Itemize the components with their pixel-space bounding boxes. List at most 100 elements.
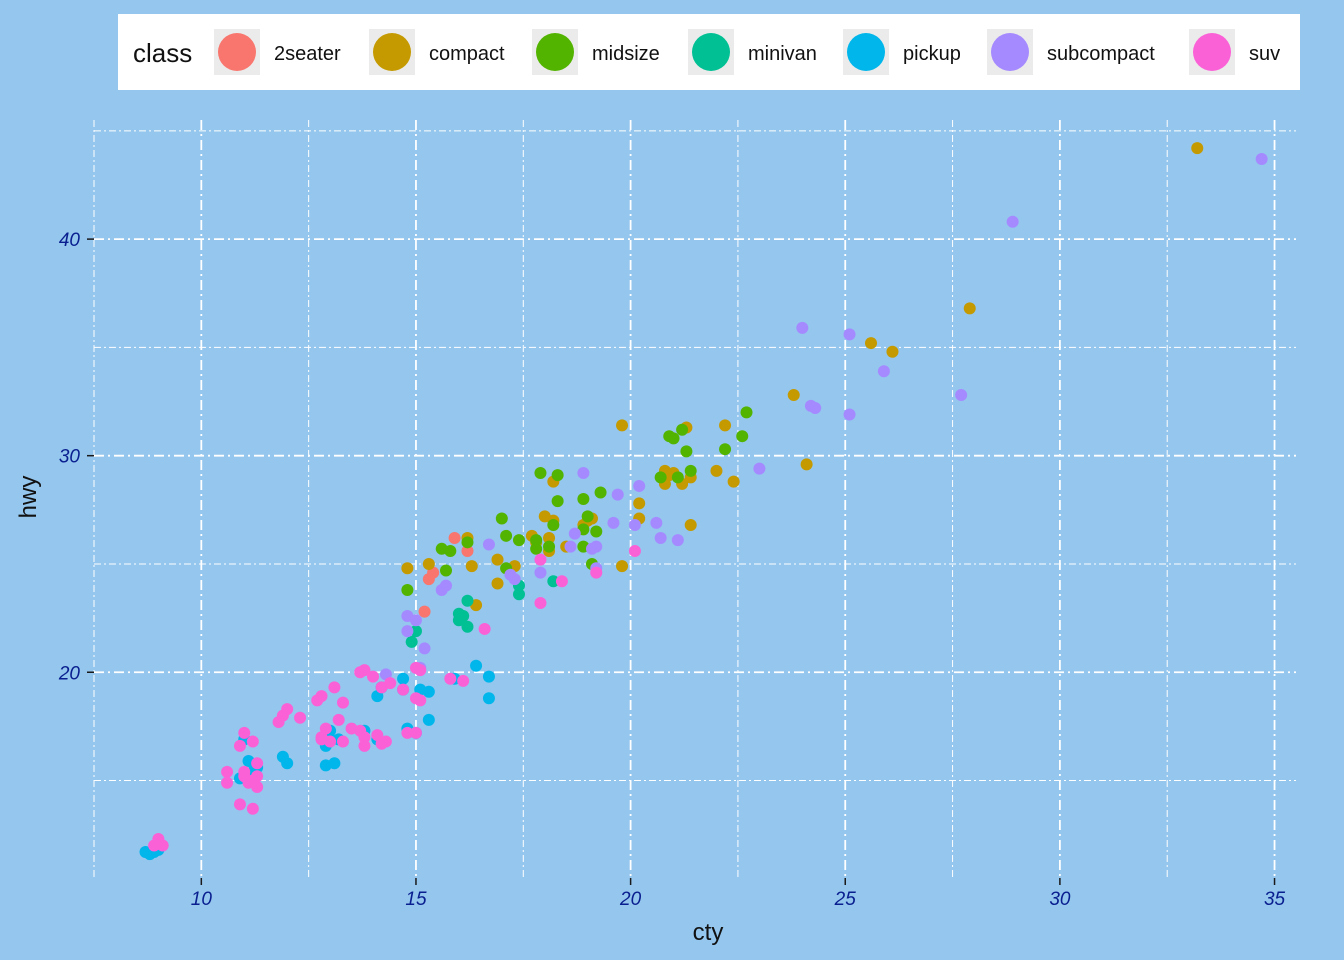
point-suv [358, 731, 371, 744]
point-pickup [276, 750, 289, 763]
point-suv [628, 544, 641, 557]
point-subcompact [409, 614, 422, 627]
point-2seater [448, 531, 461, 544]
point-compact [727, 475, 740, 488]
point-midsize [654, 471, 667, 484]
legend-swatch-pickup [847, 33, 885, 71]
point-suv [367, 670, 380, 683]
point-midsize [590, 525, 603, 538]
point-compact [401, 562, 414, 575]
point-suv [246, 735, 259, 748]
legend-swatch-midsize [536, 33, 574, 71]
point-suv [311, 694, 324, 707]
point-suv [221, 765, 234, 778]
point-suv [414, 664, 427, 677]
point-minivan [461, 620, 474, 633]
point-suv [332, 713, 345, 726]
point-midsize [551, 469, 564, 482]
point-subcompact [568, 527, 581, 540]
legend: class 2seater compact midsize minivan pickup… [118, 14, 1300, 90]
point-midsize [401, 583, 414, 596]
data-points [139, 142, 1268, 861]
point-midsize [663, 430, 676, 443]
point-subcompact [401, 625, 414, 638]
point-midsize [495, 512, 508, 525]
point-subcompact [877, 365, 890, 378]
point-suv [336, 735, 349, 748]
point-suv [358, 739, 371, 752]
y-axis-title: hwy [15, 476, 42, 519]
point-subcompact [577, 467, 590, 480]
legend-swatch-2seater [218, 33, 256, 71]
point-compact [787, 389, 800, 402]
point-suv [478, 622, 491, 635]
x-tick-label: 15 [405, 889, 427, 910]
point-midsize [740, 406, 753, 419]
x-tick-label: 10 [191, 889, 213, 910]
point-midsize [461, 536, 474, 549]
point-compact [422, 557, 435, 570]
point-compact [886, 345, 899, 358]
y-tick-label: 20 [58, 663, 81, 684]
point-suv [251, 757, 264, 770]
point-suv [444, 672, 457, 685]
point-midsize [530, 534, 543, 547]
point-compact [800, 458, 813, 471]
point-subcompact [482, 538, 495, 551]
point-subcompact [418, 642, 431, 655]
point-compact [491, 553, 504, 566]
point-compact [616, 419, 629, 432]
legend-label-minivan: minivan [748, 43, 817, 65]
point-suv [233, 739, 246, 752]
point-minivan [457, 609, 470, 622]
point-subcompact [628, 518, 641, 531]
point-suv [221, 776, 234, 789]
point-suv [555, 575, 568, 588]
x-axis-title: cty [693, 919, 724, 946]
point-minivan [512, 588, 525, 601]
point-suv [294, 711, 307, 724]
point-midsize [534, 467, 547, 480]
point-minivan [461, 594, 474, 607]
point-suv [375, 681, 388, 694]
point-midsize [577, 493, 590, 505]
point-midsize [684, 464, 697, 477]
point-subcompact [809, 402, 822, 415]
point-2seater [418, 605, 431, 618]
point-midsize [581, 510, 594, 523]
point-midsize [512, 534, 525, 547]
point-subcompact [1006, 215, 1019, 228]
point-midsize [594, 486, 607, 499]
point-pickup [482, 692, 495, 705]
point-suv [401, 726, 414, 739]
point-midsize [547, 518, 560, 531]
point-subcompact [435, 583, 448, 596]
point-midsize [444, 544, 457, 557]
point-suv [534, 596, 547, 609]
point-subcompact [796, 321, 809, 334]
point-pickup [319, 759, 332, 772]
point-suv [409, 726, 422, 739]
point-suv [336, 696, 349, 709]
point-subcompact [650, 516, 663, 529]
legend-swatch-compact [373, 33, 411, 71]
point-minivan [547, 575, 560, 588]
point-suv [152, 837, 165, 850]
point-subcompact [955, 389, 968, 402]
point-compact [963, 302, 976, 315]
point-suv [590, 566, 603, 579]
point-suv [251, 781, 264, 794]
point-midsize [676, 423, 689, 436]
point-subcompact [843, 408, 856, 421]
legend-swatch-minivan [692, 33, 730, 71]
point-minivan [409, 625, 422, 638]
point-compact [616, 560, 629, 573]
x-tick-label: 20 [619, 889, 642, 910]
legend-label-suv: suv [1249, 43, 1280, 65]
point-midsize [440, 564, 453, 577]
x-tick-label: 25 [834, 889, 857, 910]
point-midsize [736, 430, 749, 443]
point-midsize [551, 495, 564, 508]
point-pickup [470, 659, 483, 672]
point-suv [272, 716, 285, 729]
